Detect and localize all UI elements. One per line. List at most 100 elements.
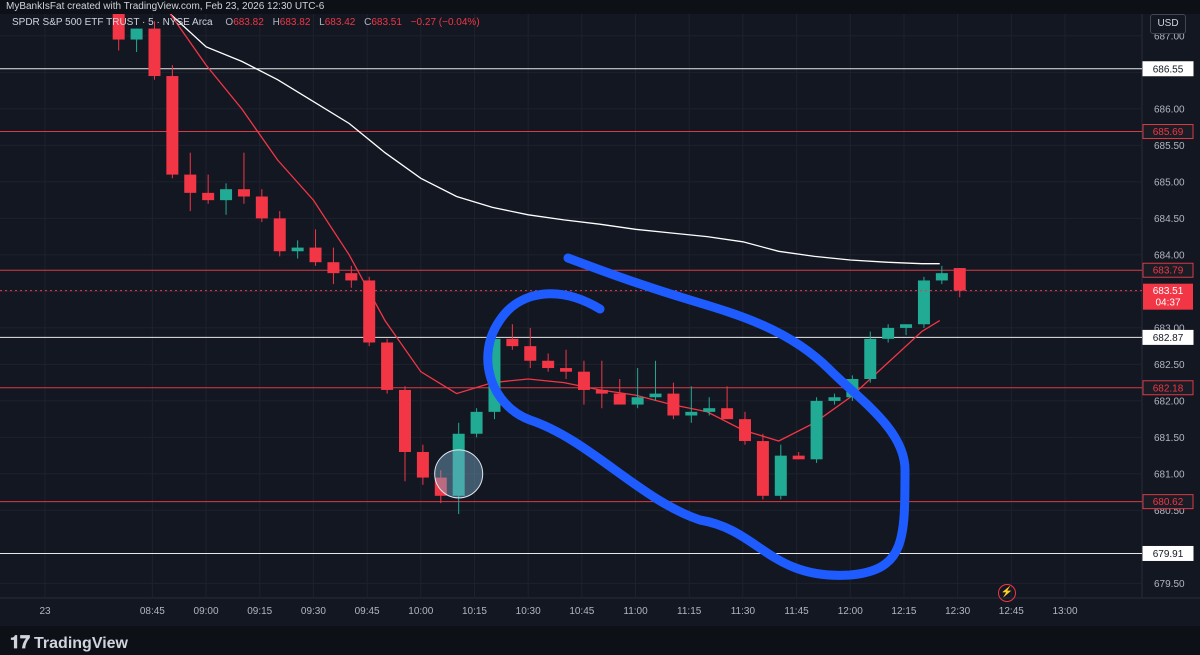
candle-up	[828, 397, 841, 401]
candle-down	[148, 28, 161, 77]
candle-up	[882, 327, 895, 339]
high-value: 683.82	[279, 17, 311, 28]
tradingview-logo: 𝟏𝟕 TradingView	[10, 632, 128, 653]
high-label: H	[272, 17, 280, 28]
lightning-alert-icon[interactable]: ⚡	[998, 584, 1016, 602]
level-price-badge	[1142, 545, 1194, 561]
level-price-badge	[1142, 262, 1194, 278]
level-price-badge	[1142, 329, 1194, 345]
x-tick-label: 10:30	[516, 606, 541, 617]
x-tick-label: 12:45	[999, 606, 1024, 617]
footer-bar	[0, 626, 1200, 655]
symbol-legend: SPDR S&P 500 ETF TRUST · 5 · NYSE Arca O…	[12, 17, 486, 28]
x-tick-label: 09:15	[247, 606, 272, 617]
level-price-label: 686.55	[1153, 64, 1184, 75]
candle-down	[595, 389, 608, 394]
candle-down	[542, 360, 555, 369]
x-tick-label: 11:15	[677, 606, 702, 617]
x-tick-label: 12:15	[891, 606, 916, 617]
level-price-label: 679.91	[1153, 549, 1184, 560]
y-tick-label: 682.00	[1154, 396, 1185, 407]
change-value: −0.27 (−0.04%)	[410, 17, 480, 28]
candle-down	[560, 368, 573, 372]
close-label: C	[364, 17, 372, 28]
candle-down	[202, 192, 215, 201]
level-price-label: 680.62	[1153, 497, 1184, 508]
brand-name: TradingView	[34, 635, 128, 652]
level-price-badge	[1142, 61, 1194, 77]
candle-down	[112, 6, 125, 40]
slow-moving-average-line	[169, 13, 940, 265]
y-tick-label: 683.00	[1154, 323, 1185, 334]
y-tick-label: 679.50	[1154, 579, 1185, 590]
level-price-label: 682.87	[1153, 333, 1184, 344]
candle-down	[309, 247, 322, 263]
candle-down	[381, 342, 394, 390]
candle-down	[613, 393, 626, 405]
candle-up	[703, 408, 716, 412]
level-price-badge	[1142, 124, 1194, 140]
x-tick-label: 12:30	[945, 606, 970, 617]
close-value: 683.51	[371, 17, 402, 28]
y-tick-label: 680.50	[1154, 506, 1185, 517]
currency-button[interactable]: USD	[1150, 14, 1186, 34]
y-tick-label: 681.00	[1154, 469, 1185, 480]
candle-down	[792, 455, 805, 460]
low-label: L	[319, 17, 325, 28]
candle-down	[255, 196, 268, 219]
low-value: 683.42	[324, 17, 356, 28]
candle-down	[416, 452, 429, 478]
y-tick-label: 686.00	[1154, 104, 1185, 115]
last-price-value: 683.51	[1153, 286, 1184, 297]
level-price-label: 682.18	[1153, 383, 1184, 394]
candle-up	[864, 338, 877, 379]
level-price-badge	[1142, 494, 1194, 510]
candle-up	[917, 280, 930, 325]
x-tick-label: 23	[39, 606, 51, 617]
candle-down	[667, 393, 680, 416]
candle-up	[291, 247, 304, 252]
x-tick-label: 11:30	[731, 606, 756, 617]
y-tick-label: 681.50	[1154, 433, 1185, 444]
candle-up	[130, 28, 143, 40]
y-tick-label: 687.00	[1154, 31, 1185, 42]
x-tick-label: 12:00	[838, 606, 863, 617]
candle-up	[810, 400, 823, 460]
candle-up	[452, 433, 465, 496]
candle-down	[327, 262, 340, 274]
candle-up	[649, 393, 662, 398]
x-tick-label: 11:00	[623, 606, 648, 617]
x-tick-label: 10:45	[569, 606, 594, 617]
candle-down	[721, 408, 734, 420]
candle-down	[434, 477, 447, 496]
symbol-name: SPDR S&P 500 ETF TRUST · 5 · NYSE Arca	[12, 17, 213, 28]
candle-up	[220, 189, 233, 201]
last-price-countdown: 04:37	[1155, 298, 1180, 309]
candle-down	[363, 280, 376, 343]
x-tick-label: 09:45	[355, 606, 380, 617]
candle-up	[631, 397, 644, 405]
x-tick-label: 09:30	[301, 606, 326, 617]
highlight-circle	[434, 449, 484, 499]
y-tick-label: 684.00	[1154, 250, 1185, 261]
candle-up	[774, 455, 787, 496]
level-price-label: 683.79	[1153, 266, 1184, 277]
candle-down	[524, 346, 537, 361]
candle-down	[237, 189, 250, 197]
x-tick-label: 08:45	[140, 606, 165, 617]
plot-area	[0, 14, 1142, 598]
x-tick-label: 13:00	[1052, 606, 1077, 617]
candle-up	[470, 411, 483, 434]
x-tick-label: 11:45	[784, 606, 809, 617]
candle-up	[685, 411, 698, 416]
candle-down	[577, 371, 590, 390]
candle-down	[399, 389, 411, 452]
level-price-badge	[1142, 380, 1194, 396]
candle-down	[345, 273, 358, 281]
open-label: O	[225, 17, 234, 28]
candle-down	[506, 338, 519, 347]
candle-down	[184, 174, 197, 193]
candle-down	[756, 441, 769, 496]
y-tick-label: 685.00	[1154, 177, 1185, 188]
